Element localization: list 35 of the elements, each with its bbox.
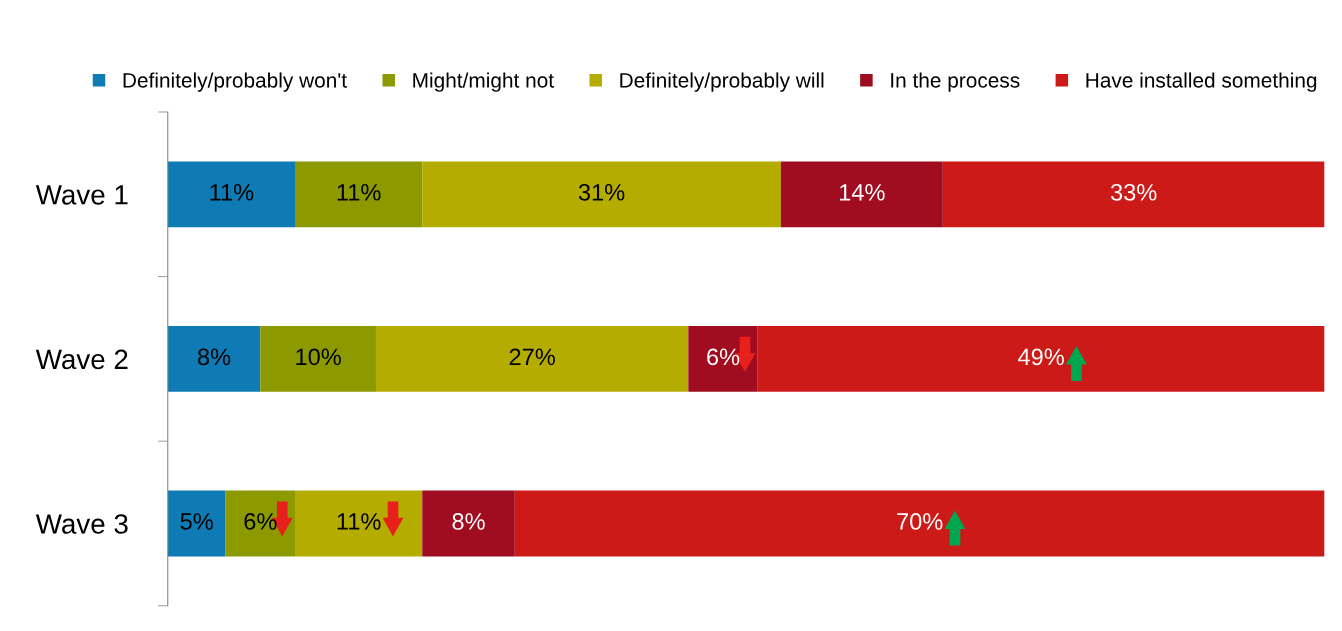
bar bbox=[167, 490, 226, 557]
data-label: 27% bbox=[509, 348, 555, 366]
legend-label: Definitely/probably won't bbox=[123, 72, 347, 92]
legend-label: Have installed something bbox=[1086, 72, 1317, 92]
bar bbox=[167, 161, 295, 228]
data-label: 31% bbox=[578, 183, 625, 201]
bar bbox=[295, 161, 423, 228]
legend-label: Definitely/probably will bbox=[620, 72, 824, 92]
bar bbox=[514, 490, 1325, 557]
y-tick-label: Wave 2 bbox=[35, 349, 128, 370]
bar bbox=[167, 325, 261, 392]
y-tick-label: Wave 1 bbox=[35, 185, 128, 205]
data-label: 10% bbox=[296, 348, 341, 366]
bar bbox=[375, 325, 689, 392]
data-label: 6% bbox=[707, 348, 740, 366]
bar bbox=[260, 325, 376, 392]
data-label: 8% bbox=[197, 348, 231, 366]
bar bbox=[422, 161, 781, 228]
data-label: 33% bbox=[1110, 183, 1157, 201]
data-label: 14% bbox=[840, 184, 885, 201]
bar bbox=[780, 161, 943, 228]
bar bbox=[225, 490, 295, 557]
data-label: 11% bbox=[337, 184, 381, 201]
legend-label: In the process bbox=[891, 72, 1020, 92]
data-label: 49% bbox=[1018, 348, 1064, 366]
data-label: 11% bbox=[337, 513, 381, 530]
bar bbox=[422, 490, 515, 557]
data-label: 8% bbox=[452, 513, 485, 530]
data-label: 11% bbox=[210, 184, 254, 201]
legend-label: Might/might not bbox=[413, 72, 554, 92]
bar bbox=[688, 325, 758, 392]
y-tick-label: Wave 3 bbox=[35, 514, 128, 534]
data-label: 5% bbox=[180, 513, 213, 530]
bar bbox=[942, 161, 1325, 228]
data-label: 70% bbox=[897, 513, 943, 530]
